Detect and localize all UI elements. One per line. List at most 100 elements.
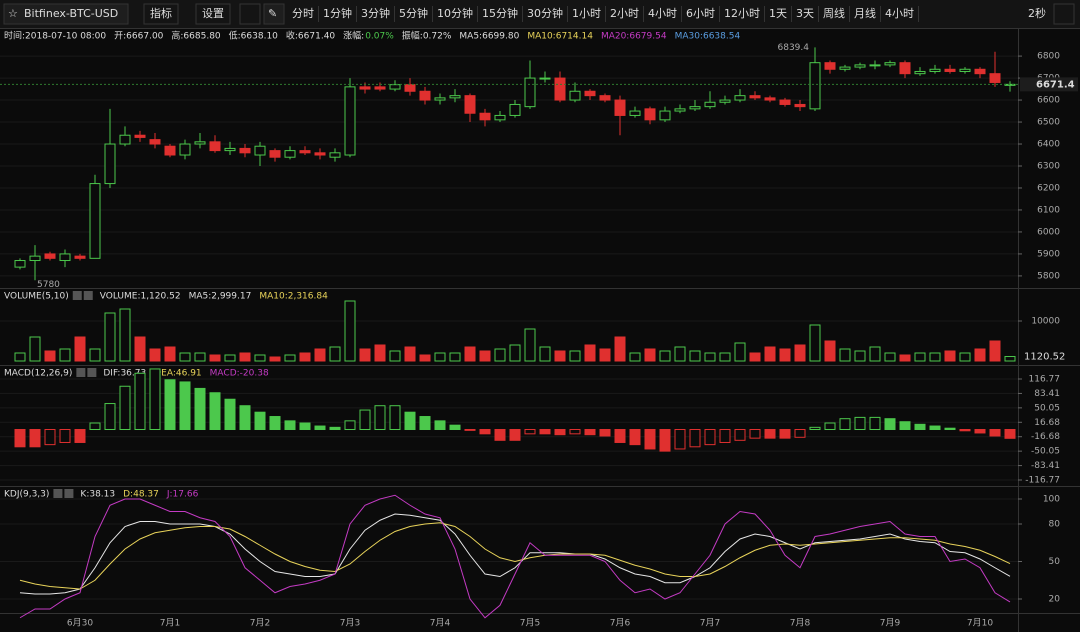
symbol-box[interactable] <box>3 3 129 25</box>
draw-icon[interactable] <box>263 3 285 25</box>
info-item: 振幅:0.72% <box>402 30 452 42</box>
close-icon[interactable] <box>87 368 97 377</box>
settings-icon[interactable] <box>72 291 82 300</box>
candle-body <box>119 134 131 145</box>
interval-button[interactable]: 3天 <box>796 7 814 20</box>
macd-bar <box>194 387 206 431</box>
button-frame <box>143 3 179 25</box>
settings-icon[interactable] <box>53 489 63 498</box>
volume-bar <box>104 312 116 362</box>
info-item: 开:6667.00 <box>114 31 164 42</box>
candle-body <box>899 62 911 75</box>
refresh-rate: 2秒 <box>1028 6 1046 20</box>
candle-body <box>824 62 836 70</box>
macd-bar <box>929 425 941 431</box>
settings-icon[interactable] <box>76 368 86 377</box>
interval-button[interactable]: 1天 <box>769 7 787 20</box>
fullscreen-icon[interactable] <box>1053 3 1075 25</box>
macd-bar <box>644 429 656 450</box>
candle-body <box>89 183 101 259</box>
interval-button[interactable]: 6小时 <box>686 7 715 20</box>
x-tick-label: 6月30 <box>67 618 93 629</box>
button-frame <box>195 3 231 25</box>
x-tick-label: 7月6 <box>610 618 631 629</box>
volume-bar <box>554 350 566 362</box>
macd-bar <box>884 418 896 431</box>
macd-bar <box>959 429 971 432</box>
macd-bar <box>89 422 101 431</box>
macd-bar <box>944 427 956 431</box>
volume-bar <box>14 352 26 362</box>
macd-bar <box>794 429 806 438</box>
interval-button[interactable]: 4小时 <box>885 7 914 20</box>
volume-bar <box>149 348 161 362</box>
volume-bar <box>74 336 86 362</box>
toolbar <box>0 0 1080 28</box>
candle-body <box>914 70 926 75</box>
macd-bar <box>119 385 131 431</box>
toolbar-button[interactable]: 设置 <box>202 7 224 20</box>
panel-annotation: MACD:-20.38 <box>210 369 269 379</box>
interval-button[interactable]: 月线 <box>854 6 876 20</box>
candle-body <box>314 152 326 156</box>
y-tick-label: 6400 <box>1037 140 1060 150</box>
volume-bar <box>419 354 431 362</box>
candle-body <box>779 99 791 105</box>
candle-body <box>884 62 896 66</box>
macd-bar <box>134 372 146 431</box>
candle-body <box>974 68 986 75</box>
candle-body <box>404 84 416 92</box>
star-icon: ☆ <box>8 7 18 20</box>
candle-body <box>554 77 566 101</box>
interval-button[interactable]: 1小时 <box>572 7 601 20</box>
macd-bar <box>809 426 821 431</box>
y-tick-label: 80 <box>1049 520 1061 530</box>
y-tick-label: 100 <box>1043 495 1060 505</box>
interval-button[interactable]: 2小时 <box>610 7 639 20</box>
toolbar-button[interactable]: 指标 <box>150 6 172 20</box>
candle-body <box>209 141 221 152</box>
volume-bar <box>209 354 221 362</box>
y-tick-label: -116.77 <box>1025 476 1060 486</box>
close-icon[interactable] <box>64 489 74 498</box>
candle-body <box>44 253 56 259</box>
macd-bar <box>434 420 446 431</box>
macd-bar <box>449 424 461 431</box>
info-item: 高:6685.80 <box>171 30 221 42</box>
interval-button[interactable]: 5分钟 <box>399 6 428 20</box>
macd-bar <box>764 429 776 439</box>
interval-button[interactable]: 10分钟 <box>437 6 473 20</box>
macd-bar <box>59 429 71 443</box>
macd-bar <box>734 429 746 441</box>
panel-annotation: MA5:2,999.17 <box>189 292 252 302</box>
candle-body <box>419 90 431 101</box>
interval-button[interactable]: 12小时 <box>724 7 760 20</box>
volume-bar <box>854 350 866 362</box>
interval-button[interactable]: 1分钟 <box>323 6 352 20</box>
candle-body <box>179 143 191 156</box>
interval-button[interactable]: 分时 <box>292 7 314 20</box>
candle-body <box>284 150 296 158</box>
kdj-line <box>19 513 1011 595</box>
close-icon[interactable] <box>83 291 93 300</box>
candle-body <box>839 66 851 70</box>
interval-button[interactable]: 3分钟 <box>361 6 390 20</box>
macd-bar <box>44 429 56 446</box>
info-item: 收:6671.40 <box>286 30 336 42</box>
interval-button[interactable]: 周线 <box>823 6 845 20</box>
macd-bar <box>464 429 476 431</box>
y-tick-label: 6500 <box>1037 118 1060 128</box>
interval-button[interactable]: 4小时 <box>648 7 677 20</box>
y-tick-label: 116.77 <box>1029 375 1061 385</box>
macd-bar <box>989 429 1001 437</box>
interval-button[interactable]: 30分钟 <box>527 6 563 20</box>
volume-bar <box>914 352 926 362</box>
macd-bar <box>914 423 926 431</box>
volume-bar <box>494 348 506 362</box>
settings-icon[interactable] <box>239 3 261 25</box>
macd-bar <box>254 411 266 431</box>
volume-bar <box>749 352 761 362</box>
interval-button[interactable]: 15分钟 <box>482 6 518 20</box>
candle-body <box>659 110 671 121</box>
candle-body <box>584 90 596 97</box>
